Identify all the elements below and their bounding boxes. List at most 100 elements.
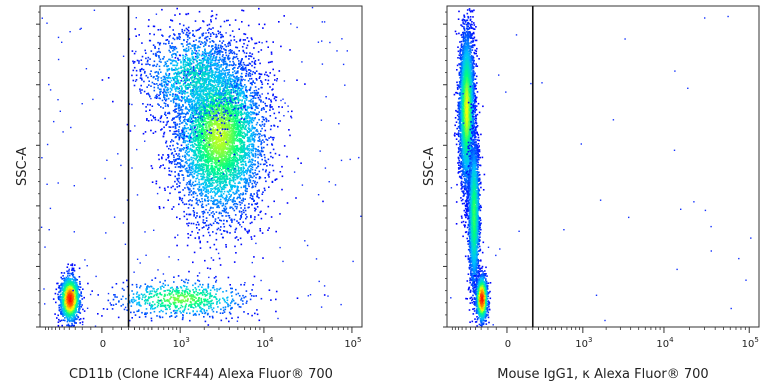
event-dot [267,205,270,208]
event-dot [217,130,219,133]
event-dot [205,136,207,139]
event-dot [268,171,271,174]
event-dot [256,94,259,96]
event-dot [174,125,177,127]
event-dot [246,96,248,99]
event-dot [232,56,235,58]
event-dot [182,77,185,79]
event-dot [257,51,260,53]
event-dot [233,35,235,38]
event-dot [229,60,231,63]
event-dot [223,20,226,23]
event-dot [241,90,243,93]
event-dot [237,148,240,151]
event-dot [195,148,198,150]
event-dot [256,202,259,204]
event-dot [185,122,187,124]
event-dot [201,211,204,213]
event-dot [219,161,221,164]
event-dot [223,146,225,148]
event-dot [239,129,242,131]
event-dot [232,82,235,85]
event-dot [264,102,266,105]
event-dot [221,134,224,137]
event-dot [193,111,196,113]
event-dot [245,97,247,100]
event-dot [204,259,206,262]
event-dot [209,140,211,142]
event-dot [226,151,229,154]
event-dot [176,216,178,219]
event-dot [172,206,175,208]
event-dot [207,115,210,117]
event-dot [256,181,259,184]
event-dot [255,89,258,92]
event-dot [180,199,183,202]
event-dot [222,204,225,206]
event-dot [229,179,232,182]
event-dot [240,142,243,144]
event-dot [246,190,248,193]
event-dot [201,166,204,169]
event-dot [264,156,266,159]
event-dot [237,97,240,100]
event-dot [149,103,151,106]
event-dot [260,130,262,132]
event-dot [196,215,198,217]
event-dot [229,107,231,110]
event-dot [283,15,285,17]
event-dot [177,59,180,61]
event-dot [182,201,184,204]
event-dot [155,180,158,183]
event-dot [263,146,265,149]
event-dot [224,157,227,159]
event-dot [208,142,210,145]
event-dot [223,60,225,62]
event-dot [223,179,226,182]
event-dot [246,169,248,172]
event-dot [208,81,210,84]
event-dot [185,74,187,76]
event-dot [219,198,222,201]
event-dot [178,162,181,165]
event-dot [188,175,190,177]
event-dot [260,217,263,220]
event-dot [236,149,238,152]
event-dot [194,142,196,145]
event-dot [251,149,253,152]
event-dot [174,188,176,191]
event-dot [191,175,194,177]
event-dot [224,160,227,162]
event-dot [242,113,244,115]
event-dot [177,162,179,165]
event-dot [199,158,201,161]
event-dot [193,213,195,216]
event-dot [206,108,209,111]
event-dot [237,159,239,161]
event-dot [211,140,214,142]
event-dot [214,84,217,86]
event-dot [181,155,184,158]
event-dot [231,221,233,223]
event-dot [219,229,222,231]
event-dot [209,149,211,152]
event-dot [184,71,186,73]
event-dot [197,141,199,143]
event-dot [273,200,275,203]
event-dot [249,100,252,102]
event-dot [212,197,215,199]
event-dot [206,267,209,269]
event-dot [176,123,179,126]
event-dot [234,160,237,162]
event-dot [232,207,234,210]
event-dot [228,215,231,217]
event-dot [251,145,253,148]
event-dot [184,161,187,164]
event-dot [191,183,193,185]
event-dot [220,81,223,84]
event-dot [185,119,188,121]
event-dot [196,183,199,186]
event-dot [249,179,252,182]
event-dot [216,173,218,175]
event-dot [205,145,208,147]
